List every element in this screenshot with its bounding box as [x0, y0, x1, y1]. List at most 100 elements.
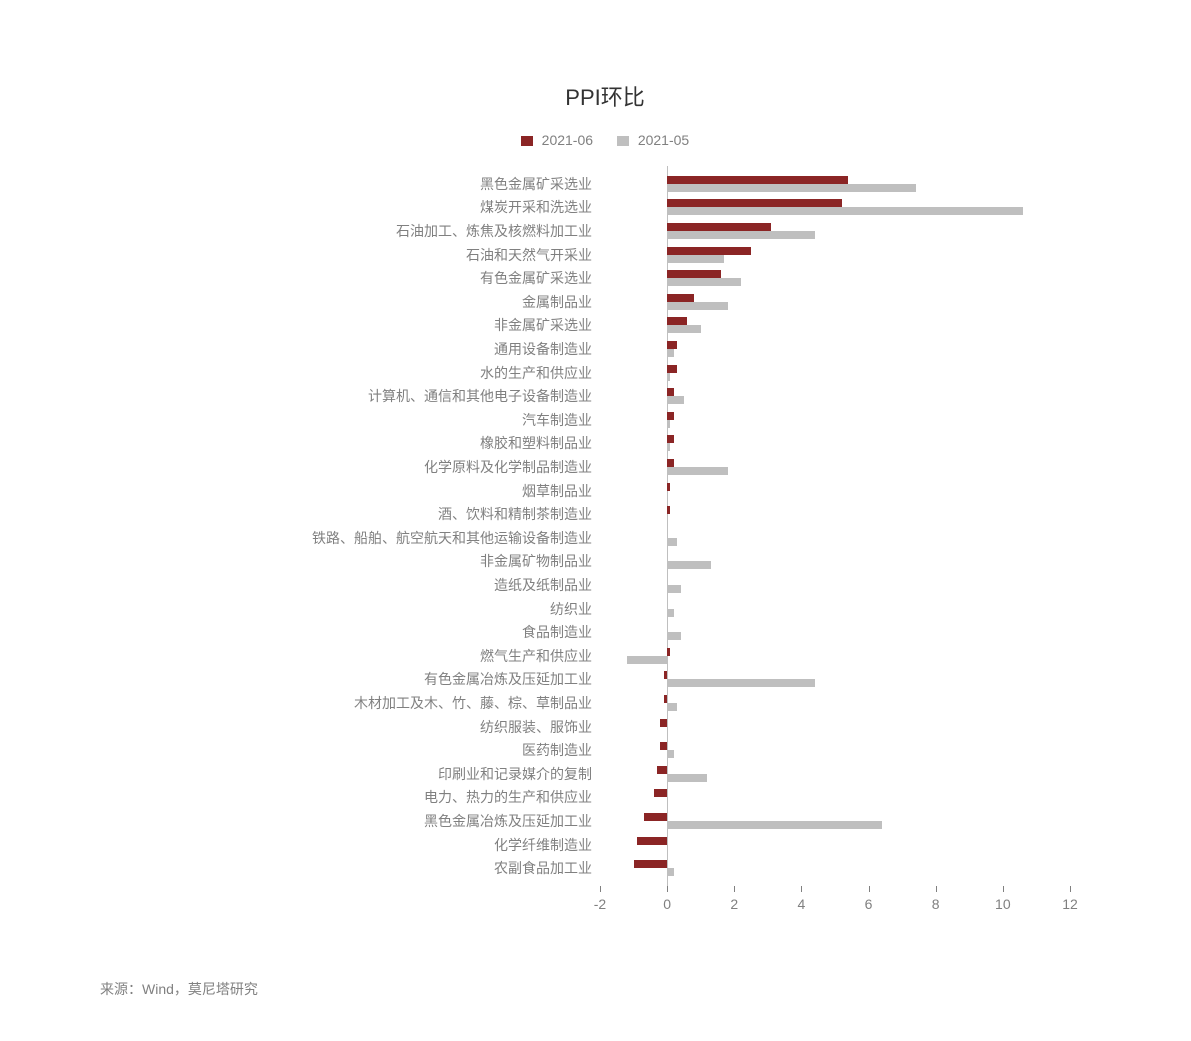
bar-series-1	[667, 459, 674, 467]
bar-series-2	[667, 467, 727, 475]
bar-series-1	[660, 719, 667, 727]
bar-series-2	[667, 420, 670, 428]
bar-series-1	[637, 837, 667, 845]
category-label: 电力、热力的生产和供应业	[424, 787, 592, 807]
bar-series-2	[627, 656, 667, 664]
category-label: 汽车制造业	[522, 410, 592, 430]
category-label: 燃气生产和供应业	[480, 646, 592, 666]
bar-series-1	[667, 483, 670, 491]
bar-series-1	[667, 270, 721, 278]
category-label: 黑色金属冶炼及压延加工业	[424, 811, 592, 831]
category-label: 纺织业	[550, 599, 592, 619]
bar-series-2	[667, 207, 1023, 215]
bar-series-2	[667, 750, 674, 758]
bar-series-1	[667, 294, 694, 302]
category-label: 计算机、通信和其他电子设备制造业	[368, 386, 592, 406]
bar-series-1	[657, 766, 667, 774]
bar-series-1	[660, 742, 667, 750]
x-tick-label: 6	[865, 896, 873, 912]
bar-series-1	[667, 247, 751, 255]
category-label: 非金属矿物制品业	[480, 551, 592, 571]
category-label: 医药制造业	[522, 740, 592, 760]
bar-series-2	[667, 184, 915, 192]
plot-area: -2024681012	[600, 166, 1070, 886]
bar-series-2	[667, 868, 674, 876]
category-label: 有色金属矿采选业	[480, 268, 592, 288]
legend-item: 2021-05	[617, 132, 689, 148]
bar-series-2	[667, 609, 674, 617]
category-label: 通用设备制造业	[494, 339, 592, 359]
category-label: 化学纤维制造业	[494, 835, 592, 855]
category-label: 印刷业和记录媒介的复制	[438, 764, 592, 784]
category-label: 纺织服装、服饰业	[480, 717, 592, 737]
x-tick	[1003, 886, 1004, 892]
legend: 2021-06 2021-05	[130, 132, 1080, 148]
bar-series-1	[667, 388, 674, 396]
bar-series-2	[667, 396, 684, 404]
category-label: 有色金属冶炼及压延加工业	[424, 669, 592, 689]
bar-series-1	[664, 695, 667, 703]
bar-series-2	[667, 632, 680, 640]
category-label: 酒、饮料和精制茶制造业	[438, 504, 592, 524]
legend-swatch	[521, 136, 533, 146]
bar-series-1	[664, 671, 667, 679]
x-tick-label: 8	[932, 896, 940, 912]
category-label: 食品制造业	[522, 622, 592, 642]
chart-container: PPI环比 2021-06 2021-05 黑色金属矿采选业煤炭开采和洗选业石油…	[130, 70, 1080, 950]
x-tick-label: 0	[663, 896, 671, 912]
bar-series-2	[667, 255, 724, 263]
bar-series-1	[654, 789, 667, 797]
x-tick	[667, 886, 668, 892]
chart-title: PPI环比	[130, 80, 1080, 112]
x-tick-label: 4	[798, 896, 806, 912]
x-tick-label: 10	[995, 896, 1011, 912]
bar-series-1	[667, 199, 842, 207]
bar-series-1	[667, 648, 670, 656]
bar-series-2	[667, 302, 727, 310]
category-label: 金属制品业	[522, 292, 592, 312]
bar-series-1	[667, 176, 848, 184]
bar-series-2	[667, 774, 707, 782]
category-label: 石油加工、炼焦及核燃料加工业	[396, 221, 592, 241]
category-label: 石油和天然气开采业	[466, 245, 592, 265]
source-text: 来源：Wind，莫尼塔研究	[100, 979, 258, 999]
bar-series-1	[667, 435, 674, 443]
bar-series-1	[667, 412, 674, 420]
x-tick	[801, 886, 802, 892]
bar-series-1	[667, 365, 677, 373]
plot: 黑色金属矿采选业煤炭开采和洗选业石油加工、炼焦及核燃料加工业石油和天然气开采业有…	[130, 166, 1080, 936]
bar-series-2	[667, 349, 674, 357]
category-label: 煤炭开采和洗选业	[480, 197, 592, 217]
bar-series-1	[667, 317, 687, 325]
bar-series-2	[667, 373, 670, 381]
category-label: 木材加工及木、竹、藤、棕、草制品业	[354, 693, 592, 713]
bar-series-2	[667, 278, 741, 286]
category-label: 橡胶和塑料制品业	[480, 433, 592, 453]
bar-series-2	[667, 231, 815, 239]
bar-series-1	[667, 506, 670, 514]
legend-swatch	[617, 136, 629, 146]
legend-label: 2021-06	[542, 132, 593, 148]
bar-series-2	[667, 538, 677, 546]
bar-series-1	[644, 813, 668, 821]
x-tick	[1070, 886, 1071, 892]
legend-item: 2021-06	[521, 132, 593, 148]
x-tick	[600, 886, 601, 892]
bar-series-2	[667, 679, 815, 687]
x-tick-label: 2	[730, 896, 738, 912]
bar-series-1	[667, 341, 677, 349]
category-label: 铁路、船舶、航空航天和其他运输设备制造业	[312, 528, 592, 548]
bar-series-2	[667, 703, 677, 711]
bar-series-2	[667, 561, 711, 569]
category-label: 烟草制品业	[522, 481, 592, 501]
x-tick-label: -2	[594, 896, 606, 912]
x-tick-label: 12	[1062, 896, 1078, 912]
bar-series-2	[667, 443, 670, 451]
bar-series-2	[667, 821, 882, 829]
category-label: 黑色金属矿采选业	[480, 174, 592, 194]
x-tick	[869, 886, 870, 892]
x-tick	[734, 886, 735, 892]
bar-series-1	[667, 223, 771, 231]
category-label: 水的生产和供应业	[480, 363, 592, 383]
category-label: 造纸及纸制品业	[494, 575, 592, 595]
